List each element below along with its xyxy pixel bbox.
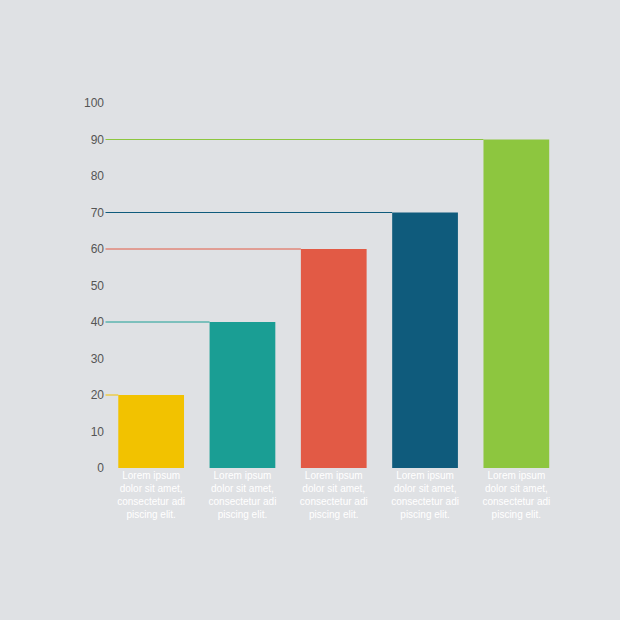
svg-text:50: 50 [91, 279, 105, 293]
svg-text:10: 10 [91, 425, 105, 439]
svg-text:90: 90 [91, 133, 105, 147]
svg-text:100: 100 [84, 96, 104, 110]
svg-text:30: 30 [91, 352, 105, 366]
svg-text:Lorem ipsumdolor sit amet,cons: Lorem ipsumdolor sit amet,consectetur ad… [300, 470, 368, 520]
svg-text:0: 0 [97, 461, 104, 475]
svg-text:Lorem ipsumdolor sit amet,cons: Lorem ipsumdolor sit amet,consectetur ad… [117, 470, 185, 520]
svg-text:20: 20 [91, 388, 105, 402]
svg-text:40: 40 [91, 315, 105, 329]
svg-text:Lorem ipsumdolor sit amet,cons: Lorem ipsumdolor sit amet,consectetur ad… [209, 470, 277, 520]
svg-text:60: 60 [91, 242, 105, 256]
svg-text:Lorem ipsumdolor sit amet,cons: Lorem ipsumdolor sit amet,consectetur ad… [482, 470, 550, 520]
svg-text:Lorem ipsumdolor sit amet,cons: Lorem ipsumdolor sit amet,consectetur ad… [391, 470, 459, 520]
svg-text:70: 70 [91, 206, 105, 220]
svg-text:80: 80 [91, 169, 105, 183]
